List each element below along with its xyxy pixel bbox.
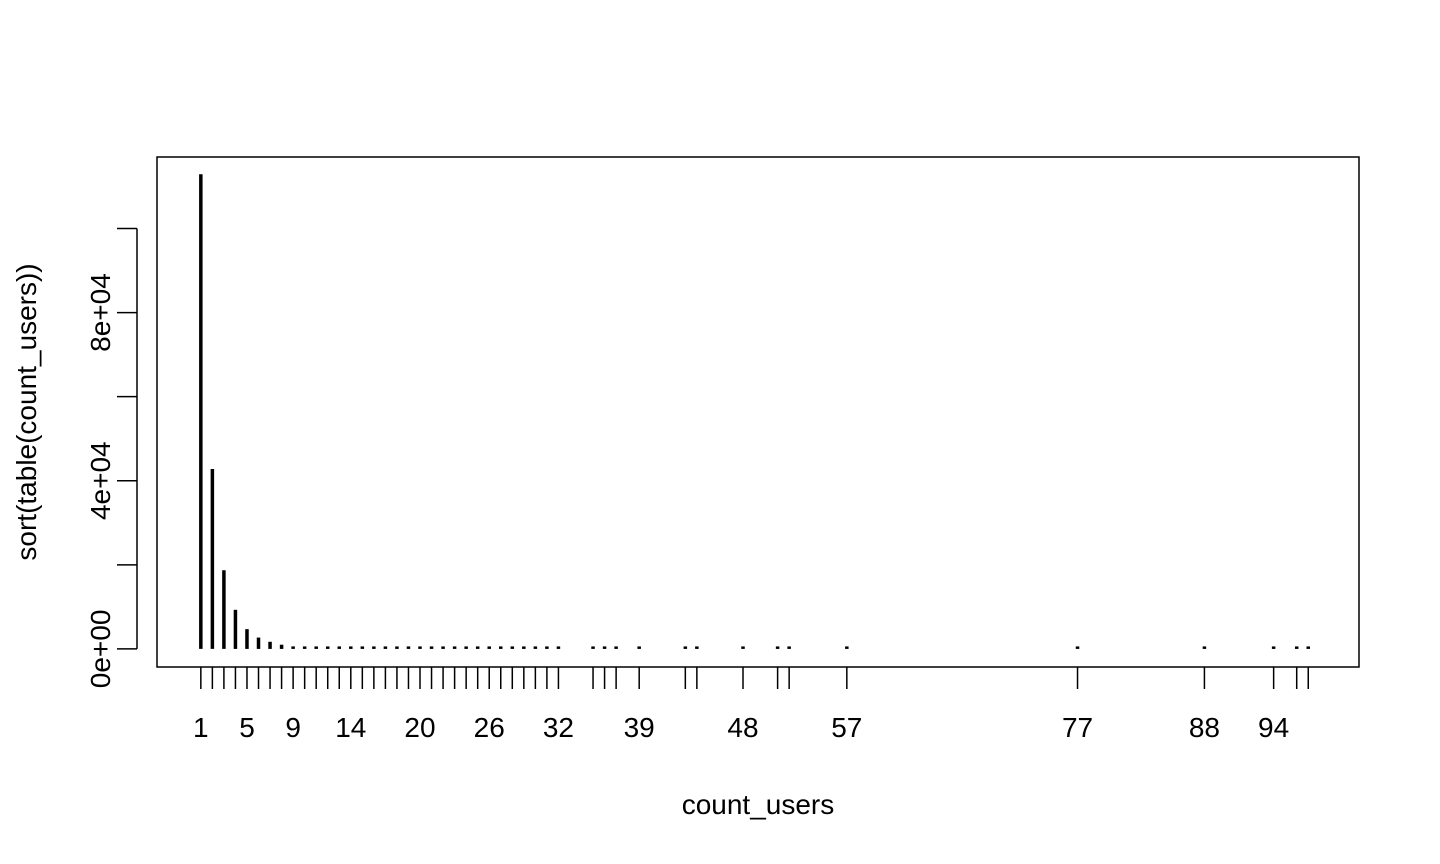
x-tick-label-94: 94 <box>1258 712 1289 743</box>
x-tick-label-26: 26 <box>474 712 505 743</box>
x-tick-label-9: 9 <box>285 712 301 743</box>
x-axis-label: count_users <box>682 789 835 820</box>
x-tick-label-48: 48 <box>727 712 758 743</box>
x-tick-label-77: 77 <box>1062 712 1093 743</box>
y-tick-label-8e+04: 8e+04 <box>85 273 116 352</box>
y-axis: 0e+00 4e+04 8e+04 <box>85 227 138 689</box>
y-axis-label: sort(table(count_users)) <box>11 263 42 560</box>
x-tick-label-32: 32 <box>543 712 574 743</box>
y-tick-label-0e+00: 0e+00 <box>85 610 116 689</box>
x-tick-label-88: 88 <box>1189 712 1220 743</box>
x-tick-label-1: 1 <box>193 712 209 743</box>
bars-group <box>199 174 1310 649</box>
x-tick-label-20: 20 <box>404 712 435 743</box>
x-tick-label-14: 14 <box>335 712 366 743</box>
x-axis: 1 5 9 14 20 26 32 39 48 57 77 88 94 <box>193 667 1309 743</box>
x-tick-label-57: 57 <box>831 712 862 743</box>
x-tick-label-5: 5 <box>239 712 255 743</box>
x-tick-label-39: 39 <box>624 712 655 743</box>
y-tick-label-4e+04: 4e+04 <box>85 441 116 520</box>
plot-box <box>156 156 1360 668</box>
